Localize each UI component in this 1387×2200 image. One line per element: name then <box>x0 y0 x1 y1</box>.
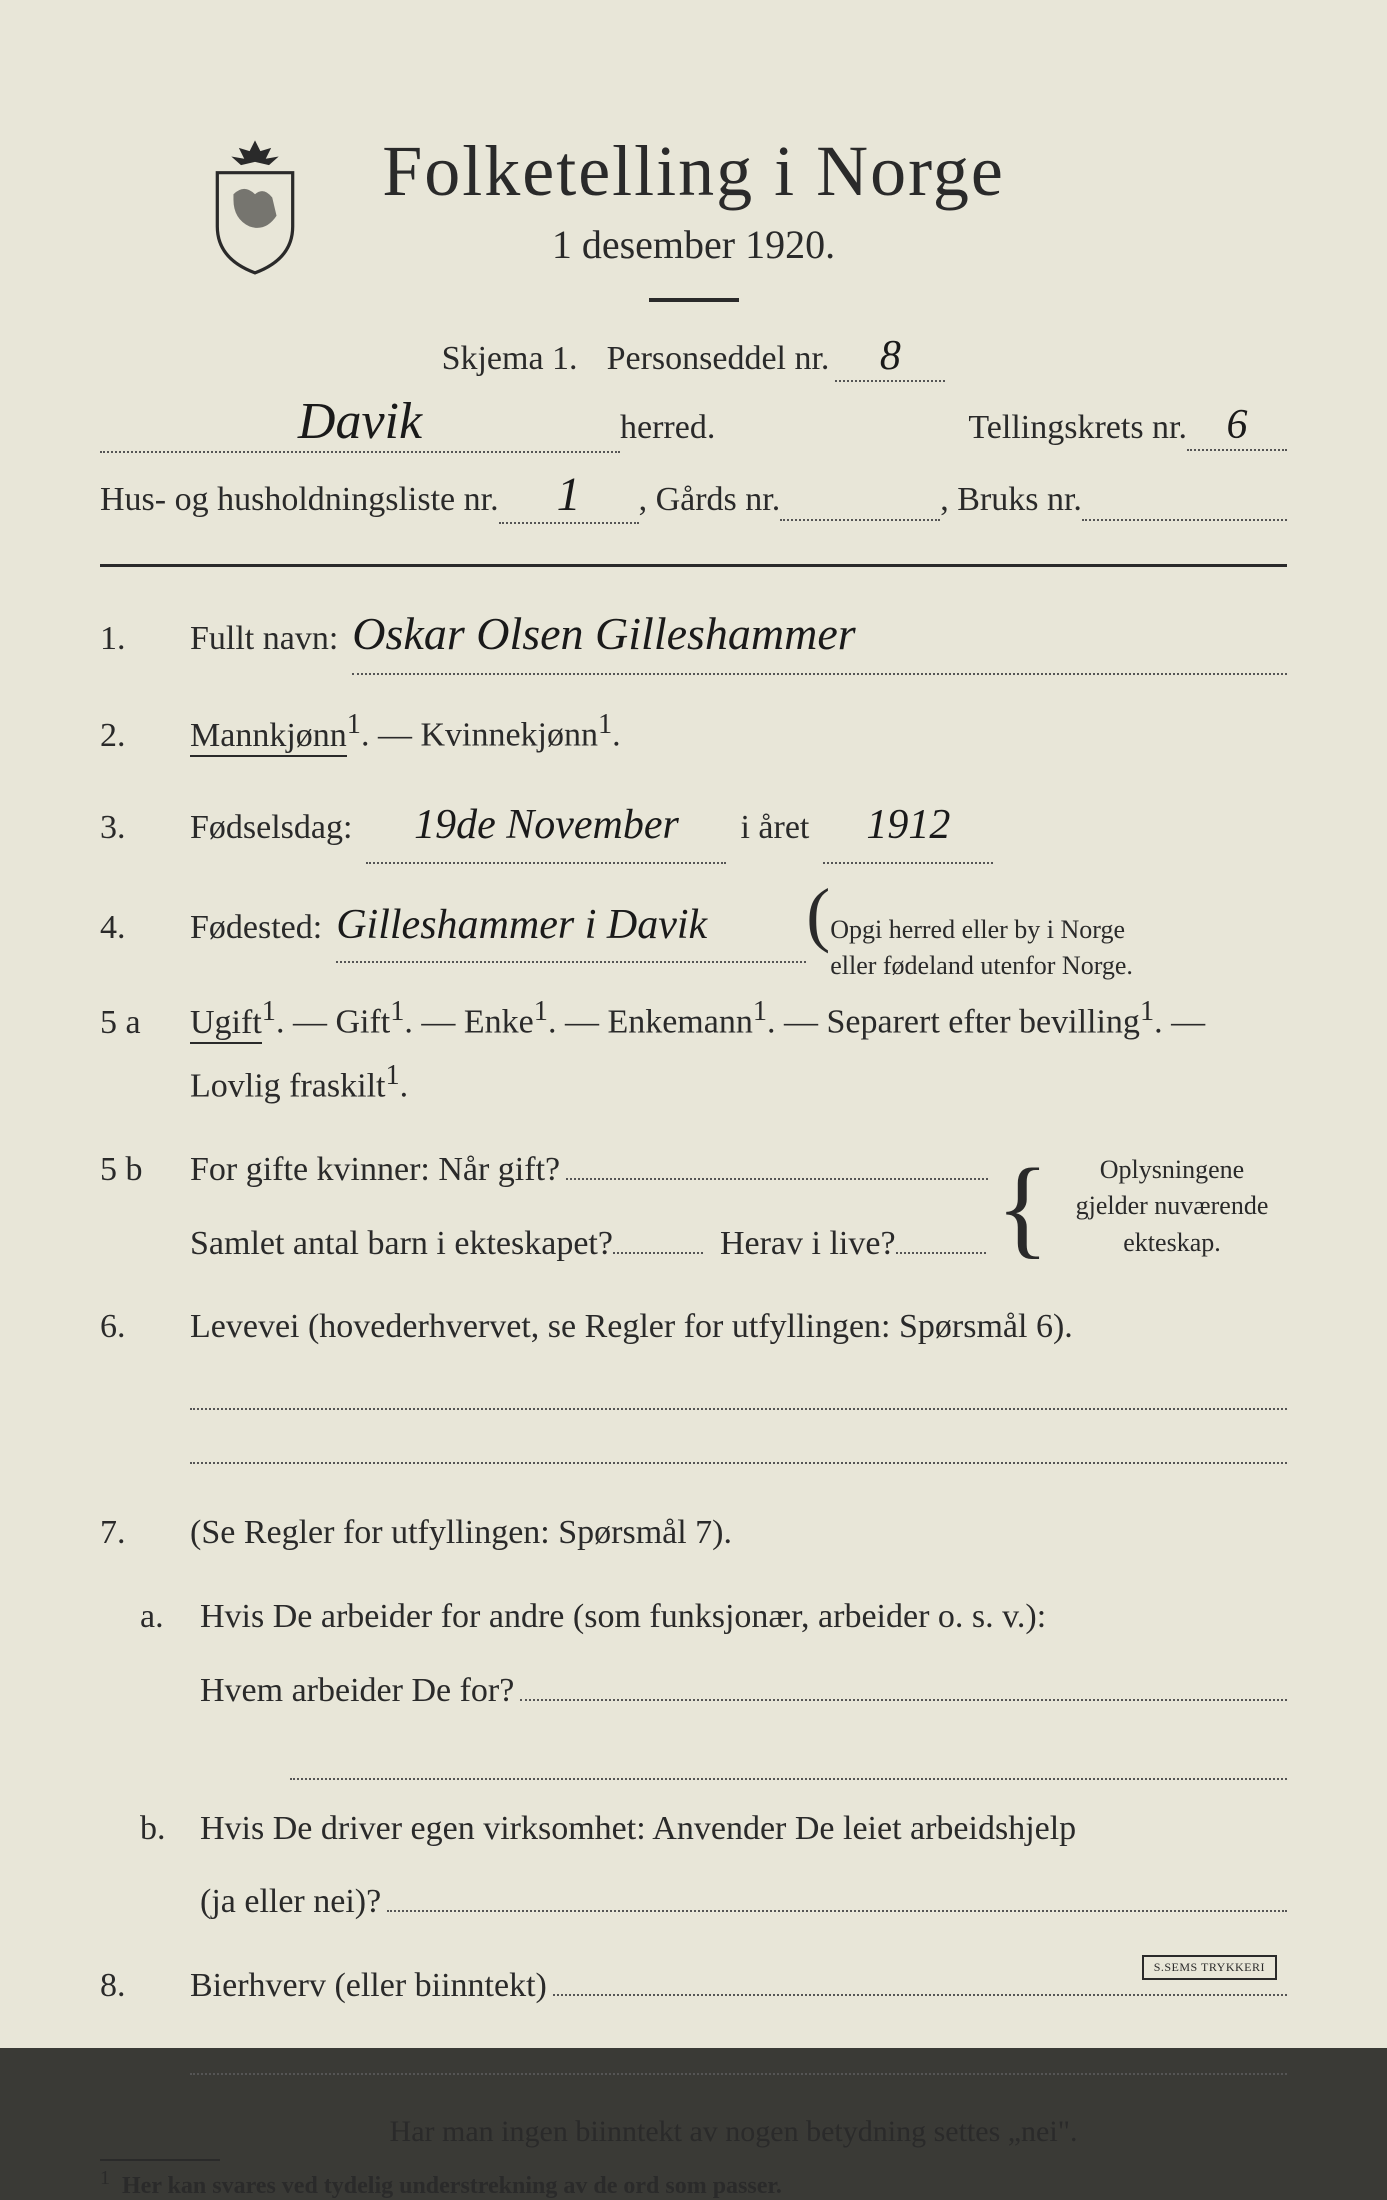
q7a-l1: Hvis De arbeider for andre (som funksjon… <box>200 1588 1287 1646</box>
q5b-note3: ekteskap. <box>1123 1228 1220 1257</box>
coat-of-arms-icon <box>200 135 310 275</box>
personseddel-label: Personseddel nr. <box>607 340 830 378</box>
q5a: 5 a Ugift1. — Gift1. — Enke1. — Enkemann… <box>100 988 1287 1114</box>
brace-icon: { <box>996 1174 1049 1240</box>
q5b-l1: For gifte kvinner: Når gift? <box>190 1141 560 1199</box>
q3: 3. Fødselsdag: 19de November i året 1912 <box>100 790 1287 863</box>
q1-label: Fullt navn: <box>190 610 338 668</box>
q7-num: 7. <box>100 1514 190 1552</box>
hus-value: 1 <box>557 467 581 522</box>
q1: 1. Fullt navn: Oskar Olsen Gilleshammer <box>100 595 1287 675</box>
q3-mid: i året <box>740 799 809 857</box>
divider <box>649 298 739 302</box>
q7b: b. Hvis De driver egen virksomhet: Anven… <box>100 1800 1287 1932</box>
q2: 2. Mannkjønn1. — Kvinnekjønn1. <box>100 701 1287 764</box>
q7a-num: a. <box>140 1598 200 1636</box>
row-herred: Davik herred. Tellingskrets nr. 6 <box>100 392 1287 453</box>
row-skjema: Skjema 1. Personseddel nr. 8 <box>100 332 1287 382</box>
q3-day: 19de November <box>414 790 679 861</box>
footnote-text: Her kan svares ved tydelig understreknin… <box>122 2173 782 2199</box>
bruks-label: , Bruks nr. <box>940 481 1082 519</box>
printer-stamp: S.SEMS TRYKKERI <box>1142 1955 1277 1980</box>
sep: — <box>378 717 421 754</box>
hus-label: Hus- og husholdningsliste nr. <box>100 481 499 519</box>
q7a: a. Hvis De arbeider for andre (som funks… <box>100 1588 1287 1720</box>
q7-text: (Se Regler for utfyllingen: Spørsmål 7). <box>190 1504 1287 1562</box>
sup: 1 <box>598 709 612 740</box>
footer: Har man ingen biinntekt av nogen betydni… <box>100 2115 1287 2200</box>
q3-year: 1912 <box>866 790 950 861</box>
q2-num: 2. <box>100 717 190 755</box>
q6-text: Levevei (hovederhvervet, se Regler for u… <box>190 1298 1287 1356</box>
q5a-lovlig: Lovlig fraskilt <box>190 1067 385 1104</box>
q5b-l2b: Herav i live? <box>720 1215 896 1273</box>
q5a-gift: Gift <box>335 1004 390 1041</box>
q5b-note2: gjelder nuværende <box>1076 1191 1269 1220</box>
q8-label: Bierhverv (eller biinntekt) <box>190 1957 547 2015</box>
q1-value: Oskar Olsen Gilleshammer <box>352 595 855 673</box>
form-header: Folketelling i Norge 1 desember 1920. <box>100 130 1287 302</box>
q4-note2: eller fødeland utenfor Norge. <box>830 951 1133 980</box>
q2-kvinne: Kvinnekjønn <box>420 717 598 754</box>
q5a-ugift: Ugift <box>190 1004 262 1044</box>
q7b-num: b. <box>140 1810 200 1848</box>
q4-value: Gilleshammer i Davik <box>336 890 707 961</box>
q3-num: 3. <box>100 809 190 847</box>
census-form-page: Folketelling i Norge 1 desember 1920. Sk… <box>0 0 1387 2048</box>
q3-label: Fødselsdag: <box>190 799 352 857</box>
gards-label: , Gårds nr. <box>639 481 781 519</box>
q5b: 5 b For gifte kvinner: Når gift? Samlet … <box>100 1141 1287 1273</box>
blank-line <box>190 1376 1287 1410</box>
herred-value: Davik <box>298 392 422 451</box>
q5b-note1: Oplysningene <box>1100 1155 1244 1184</box>
q5b-num: 5 b <box>100 1151 190 1189</box>
q5a-enkemann: Enkemann <box>607 1004 752 1041</box>
sup: 1 <box>347 709 361 740</box>
q5a-separert: Separert efter bevilling <box>827 1004 1140 1041</box>
tellingskrets-value: 6 <box>1227 401 1248 449</box>
q8-num: 8. <box>100 1967 190 2005</box>
row-hus: Hus- og husholdningsliste nr. 1 , Gårds … <box>100 467 1287 524</box>
footnote-rule <box>100 2159 220 2161</box>
brace-icon: ( <box>806 893 830 936</box>
herred-label: herred. <box>620 409 715 447</box>
q6: 6. Levevei (hovederhvervet, se Regler fo… <box>100 1298 1287 1356</box>
q4-note1: Opgi herred eller by i Norge <box>830 915 1125 944</box>
q4: 4. Fødested: Gilleshammer i Davik ( Opgi… <box>100 890 1287 985</box>
q8: 8. Bierhverv (eller biinntekt) <box>100 1957 1287 2015</box>
q4-label: Fødested: <box>190 899 322 957</box>
footer-note: Har man ingen biinntekt av nogen betydni… <box>180 2115 1287 2149</box>
q4-num: 4. <box>100 909 190 947</box>
tellingskrets-label: Tellingskrets nr. <box>968 409 1187 447</box>
blank-line <box>290 1746 1287 1780</box>
skjema-label: Skjema 1. <box>442 340 578 378</box>
footnote-num: 1 <box>100 2167 110 2189</box>
q6-num: 6. <box>100 1308 190 1346</box>
q5a-num: 5 a <box>100 1004 190 1042</box>
blank-line <box>190 2041 1287 2075</box>
q7a-l2: Hvem arbeider De for? <box>200 1662 514 1720</box>
personseddel-value: 8 <box>880 332 901 380</box>
blank-line <box>190 1430 1287 1464</box>
q7b-l1: Hvis De driver egen virksomhet: Anvender… <box>200 1800 1287 1858</box>
hr-1 <box>100 564 1287 567</box>
q5b-l2a: Samlet antal barn i ekteskapet? <box>190 1215 613 1273</box>
q1-num: 1. <box>100 620 190 658</box>
q2-mann: Mannkjønn <box>190 717 347 757</box>
q5a-enke: Enke <box>464 1004 534 1041</box>
q7: 7. (Se Regler for utfyllingen: Spørsmål … <box>100 1504 1287 1562</box>
q7b-l2: (ja eller nei)? <box>200 1873 381 1931</box>
